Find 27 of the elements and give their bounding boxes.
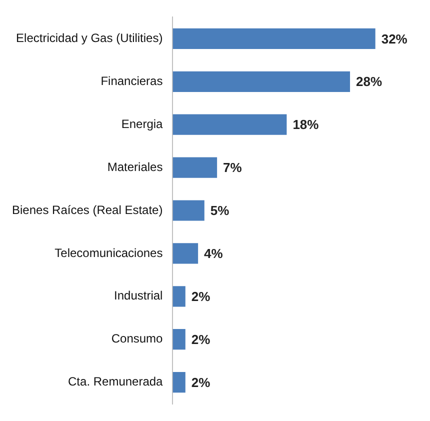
y-tick-label: Cta. Remunerada [68,374,164,389]
y-tick-label: Industrial [114,288,163,303]
y-tick-label: Telecomunicaciones [54,246,163,260]
data-label: 32% [381,31,408,46]
data-label: 4% [204,246,224,262]
bar [172,286,186,307]
data-label: 18% [292,117,320,132]
bar [172,200,204,221]
data-label: 2% [191,374,211,390]
y-tick-label: Bienes Raíces (Real Estate) [12,202,163,217]
y-tick-label: Consumo [111,332,164,346]
data-label: 2% [191,332,211,347]
bar [172,157,218,178]
y-tick-label: Materiales [107,160,163,174]
bar [172,114,287,135]
data-label: 7% [223,160,242,176]
y-tick-label: Financieras [100,74,163,88]
y-tick-label: Electricidad y Gas (Utilities) [16,30,163,45]
bar [172,28,376,49]
bar [172,71,350,92]
bar [172,372,186,393]
bar [172,243,198,264]
bar [172,329,186,350]
data-label: 28% [356,74,382,90]
data-label: 2% [191,288,211,304]
data-label: 5% [210,203,230,218]
y-tick-label: Energia [121,116,164,131]
